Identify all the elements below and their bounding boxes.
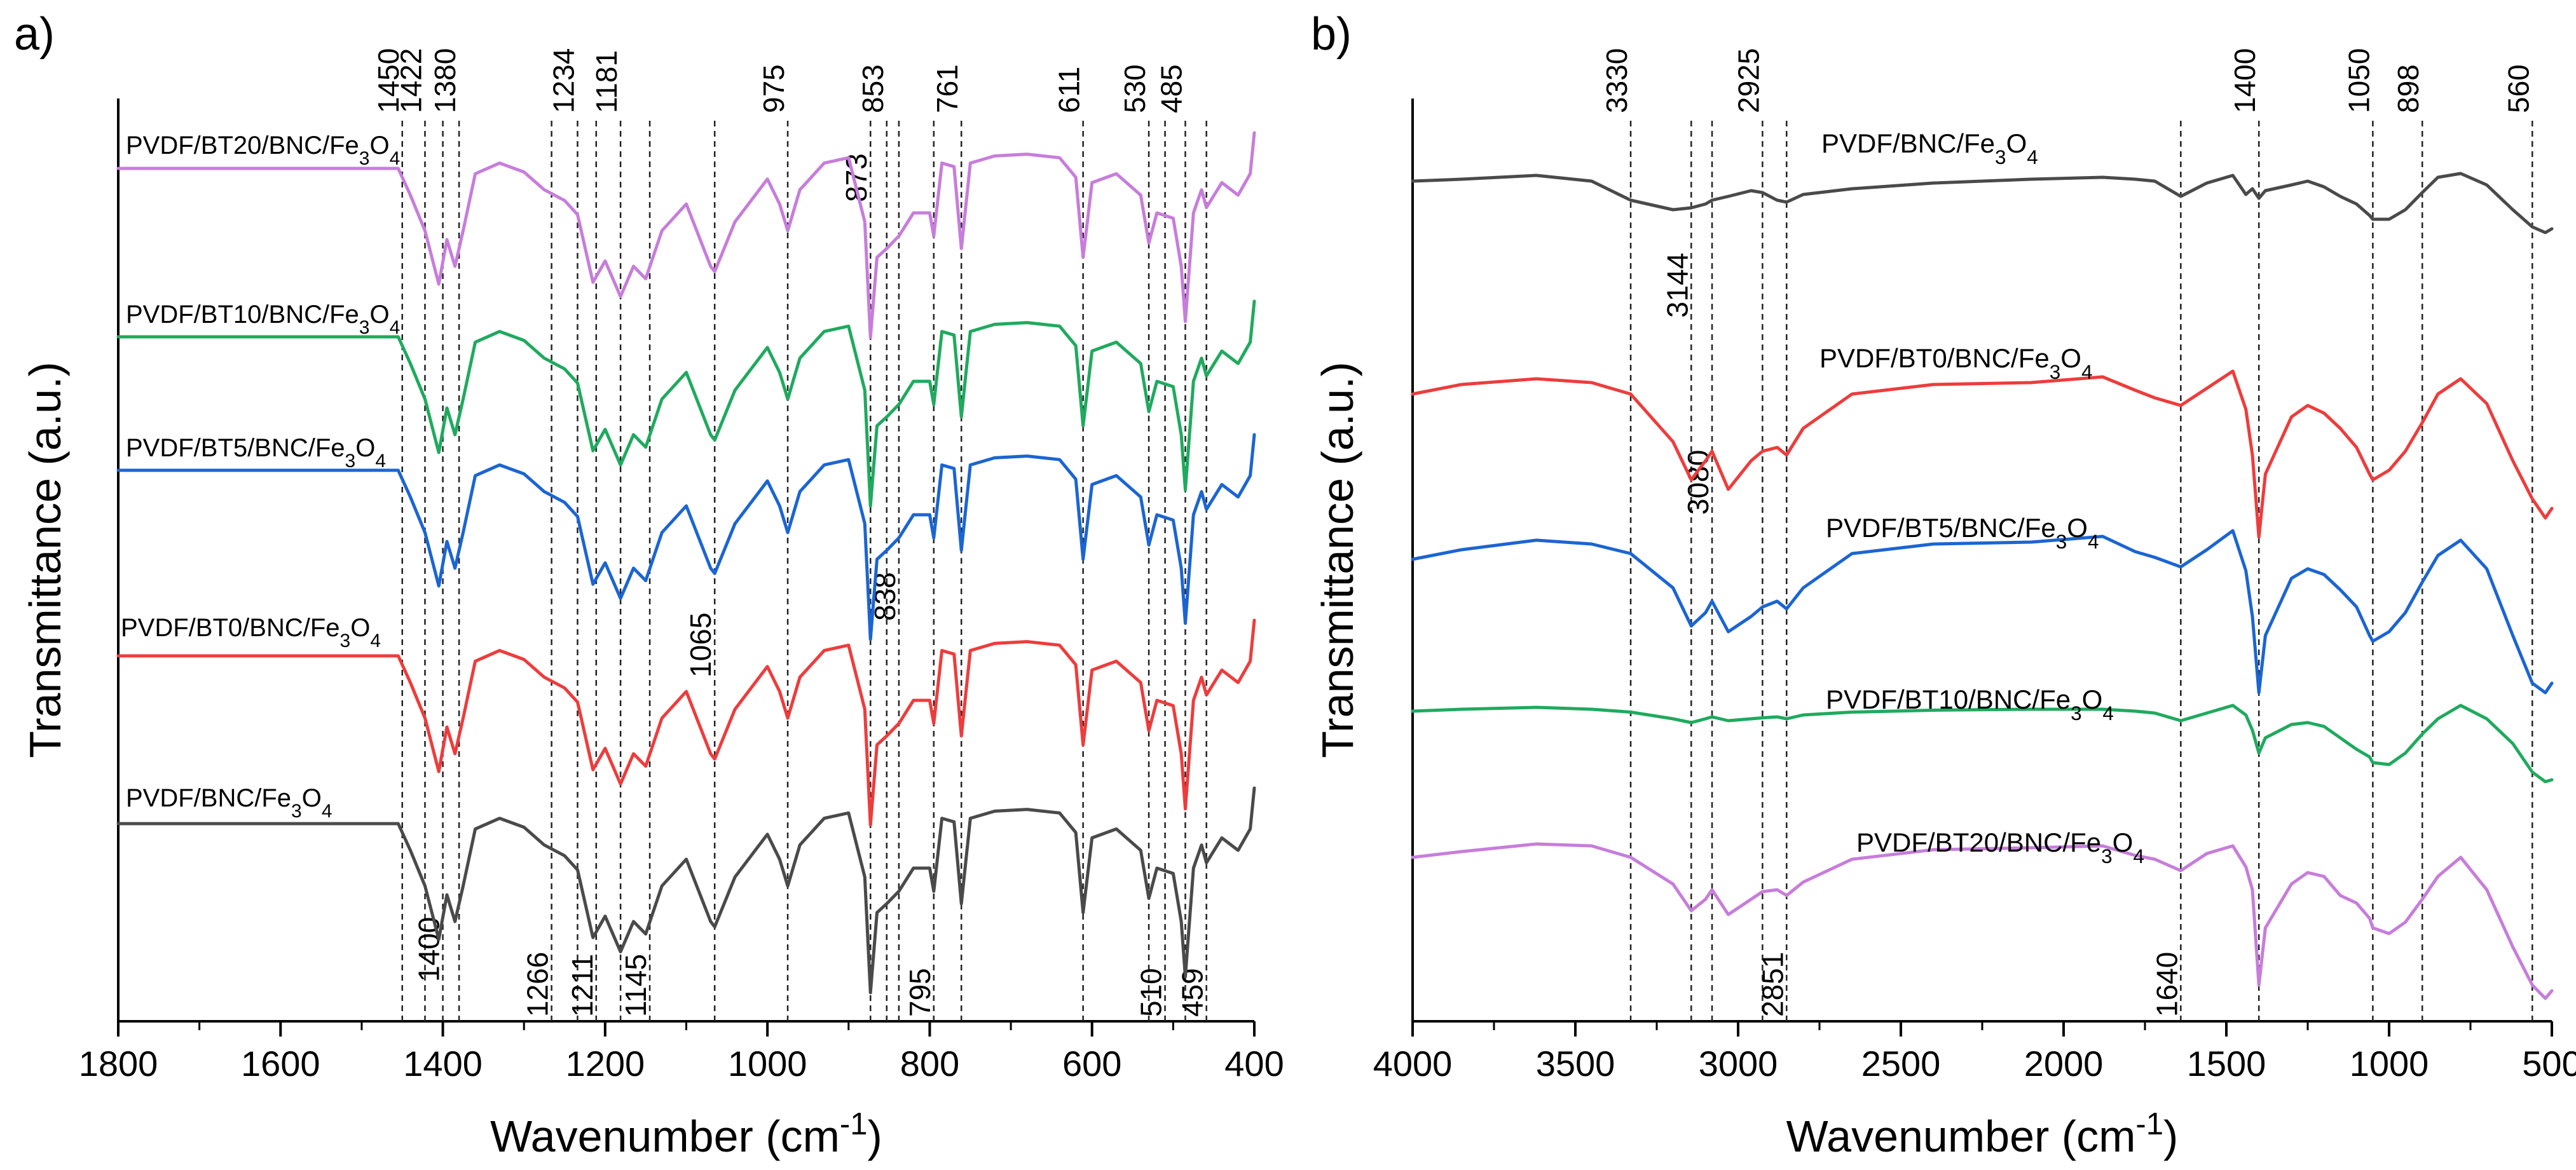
x-tick-label: 2000: [2024, 1044, 2104, 1084]
peak-label: 2851: [1756, 952, 1789, 1017]
spectrum-line: [116, 433, 1256, 641]
x-tick-label: 1000: [728, 1044, 807, 1084]
panel-letter: a): [14, 9, 55, 60]
panel-b-chart: b) Transmittance (a.u.) Wavenumber (cm-1) 4…: [1311, 9, 2576, 1161]
spectrum-line: [116, 618, 1256, 827]
x-tick-label: 1000: [2350, 1044, 2429, 1084]
spectrum-line: [1411, 842, 2554, 1000]
spectrum-line: [1411, 172, 2554, 235]
panel-a-chart: a)Transmittance (a.u.)Wavenumber (cm-1)1…: [14, 9, 1284, 1161]
series-label: PVDF/BNC/Fe3O4: [1821, 128, 2038, 168]
peak-label: 898: [2392, 64, 2425, 113]
x-axis-title: Wavenumber (cm-1): [1786, 1107, 2179, 1161]
x-tick-label: 3000: [1699, 1044, 1778, 1084]
peak-label: 1400: [2228, 48, 2261, 113]
x-tick-label: 2500: [1861, 1044, 1941, 1084]
peak-label: 2925: [1732, 48, 1765, 113]
peak-label: 3080: [1682, 450, 1715, 515]
series-label: PVDF/BT0/BNC/Fe3O4: [1819, 343, 2092, 383]
peak-label: 761: [931, 64, 964, 113]
y-axis-title: Transmittance (a.u.): [1313, 362, 1362, 758]
series-label: PVDF/BNC/Fe3O4: [126, 784, 332, 822]
x-tick-label: 1800: [79, 1044, 158, 1084]
spectrum-line: [116, 131, 1256, 339]
x-tick-label: 1200: [566, 1044, 645, 1084]
peak-label: 853: [856, 64, 889, 113]
peak-label: 485: [1155, 64, 1188, 113]
peak-label: 510: [1135, 968, 1168, 1017]
peak-label: 1145: [619, 954, 652, 1017]
peak-label: 795: [903, 968, 936, 1017]
peak-label: 560: [2502, 64, 2535, 113]
spectrum-line: [1411, 529, 2554, 695]
spectrum-line: [116, 786, 1256, 995]
peak-label: 530: [1118, 64, 1151, 113]
series-label: PVDF/BT10/BNC/Fe3O4: [126, 301, 400, 338]
spectrum-line: [116, 299, 1256, 508]
peak-label: 1050: [2342, 48, 2375, 113]
x-tick-label: 1400: [403, 1044, 483, 1084]
series-label: PVDF/BT5/BNC/Fe3O4: [1826, 513, 2099, 553]
x-tick-label: 600: [1062, 1044, 1121, 1084]
x-tick-label: 800: [900, 1044, 959, 1084]
peak-label: 975: [757, 64, 790, 113]
x-tick-label: 400: [1224, 1044, 1284, 1084]
peak-label: 1181: [590, 50, 623, 113]
spectrum-line: [1411, 704, 2554, 784]
panel-letter: b): [1311, 9, 1352, 60]
peak-label: 1266: [521, 952, 554, 1017]
series-label: PVDF/BT5/BNC/Fe3O4: [126, 434, 386, 472]
peak-label: 459: [1176, 968, 1209, 1017]
peak-label: 1234: [547, 48, 580, 113]
peak-label: 1211: [566, 954, 599, 1017]
series-label: PVDF/BT20/BNC/Fe3O4: [1856, 827, 2144, 867]
series-label: PVDF/BT20/BNC/Fe3O4: [126, 132, 400, 169]
x-tick-label: 4000: [1373, 1044, 1453, 1084]
peak-label: 3144: [1661, 253, 1694, 318]
peak-label: 1450: [372, 48, 405, 113]
spectrum-line: [1411, 369, 2554, 539]
peak-label: 1422: [394, 48, 427, 113]
x-tick-label: 500: [2522, 1044, 2576, 1084]
peak-label: 1065: [684, 613, 717, 677]
y-axis-title: Transmittance (a.u.): [20, 362, 70, 758]
peak-label: 1640: [2150, 952, 2183, 1017]
peak-label: 611: [1053, 67, 1086, 113]
x-axis-title: Wavenumber (cm-1): [490, 1107, 882, 1161]
x-tick-label: 3500: [1536, 1044, 1615, 1084]
series-label: PVDF/BT0/BNC/Fe3O4: [121, 614, 381, 651]
x-tick-label: 1500: [2187, 1044, 2266, 1084]
peak-label: 3330: [1600, 48, 1633, 113]
series-label: PVDF/BT10/BNC/Fe3O4: [1826, 684, 2114, 724]
x-tick-label: 1600: [241, 1044, 320, 1084]
peak-label: 1380: [428, 48, 462, 113]
